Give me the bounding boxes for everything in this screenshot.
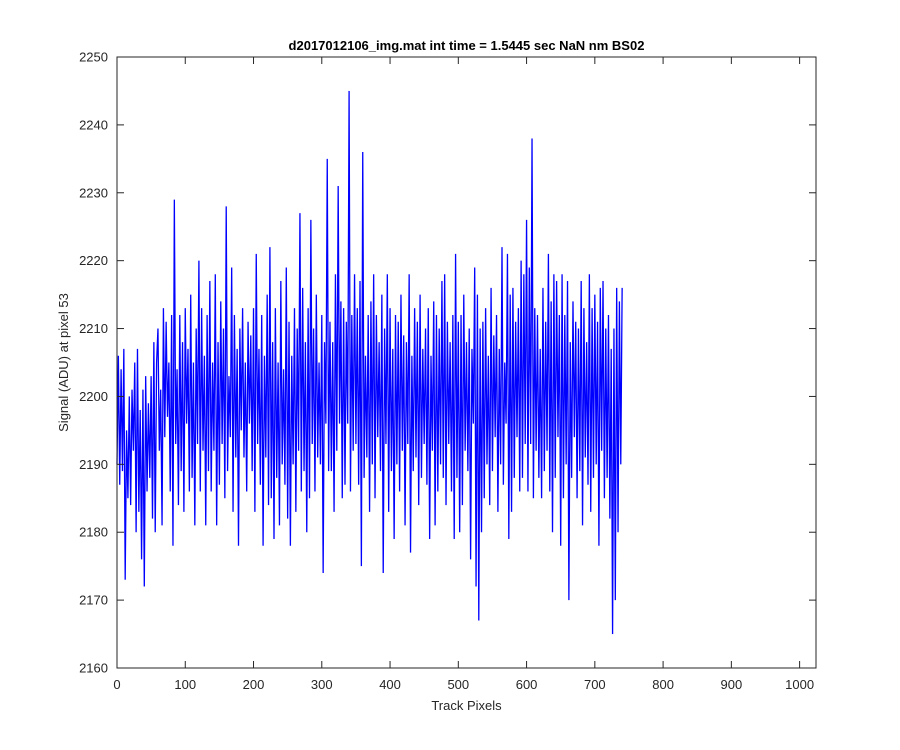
signal-series-line [116, 90, 623, 635]
chart-title: d2017012106_img.mat int time = 1.5445 se… [289, 38, 645, 53]
y-tick-label: 2240 [79, 117, 108, 132]
x-tick-label: 0 [113, 677, 120, 692]
x-tick-label: 200 [243, 677, 265, 692]
y-tick-label: 2180 [79, 525, 108, 540]
y-axis-label: Signal (ADU) at pixel 53 [56, 293, 71, 432]
plot-frame [116, 56, 817, 669]
x-tick-label: 100 [174, 677, 196, 692]
axis-ticks: 0 100 200 300 400 500 600 700 800 900 1000 2160 2170… [79, 50, 816, 692]
x-tick-label: 500 [447, 677, 469, 692]
y-tick-label: 2170 [79, 593, 108, 608]
x-tick-label: 400 [379, 677, 401, 692]
x-tick-label: 600 [516, 677, 538, 692]
y-tick-label: 2230 [79, 185, 108, 200]
y-tick-label: 2250 [79, 50, 108, 65]
x-axis-label: Track Pixels [431, 698, 502, 713]
x-tick-label: 1000 [785, 677, 814, 692]
y-tick-label: 2210 [79, 321, 108, 336]
x-tick-label: 800 [652, 677, 674, 692]
y-tick-label: 2200 [79, 389, 108, 404]
x-tick-label: 900 [721, 677, 743, 692]
x-tick-label: 300 [311, 677, 333, 692]
y-tick-label: 2190 [79, 457, 108, 472]
y-tick-label: 2220 [79, 253, 108, 268]
x-tick-label: 700 [584, 677, 606, 692]
y-tick-label: 2160 [79, 661, 108, 676]
